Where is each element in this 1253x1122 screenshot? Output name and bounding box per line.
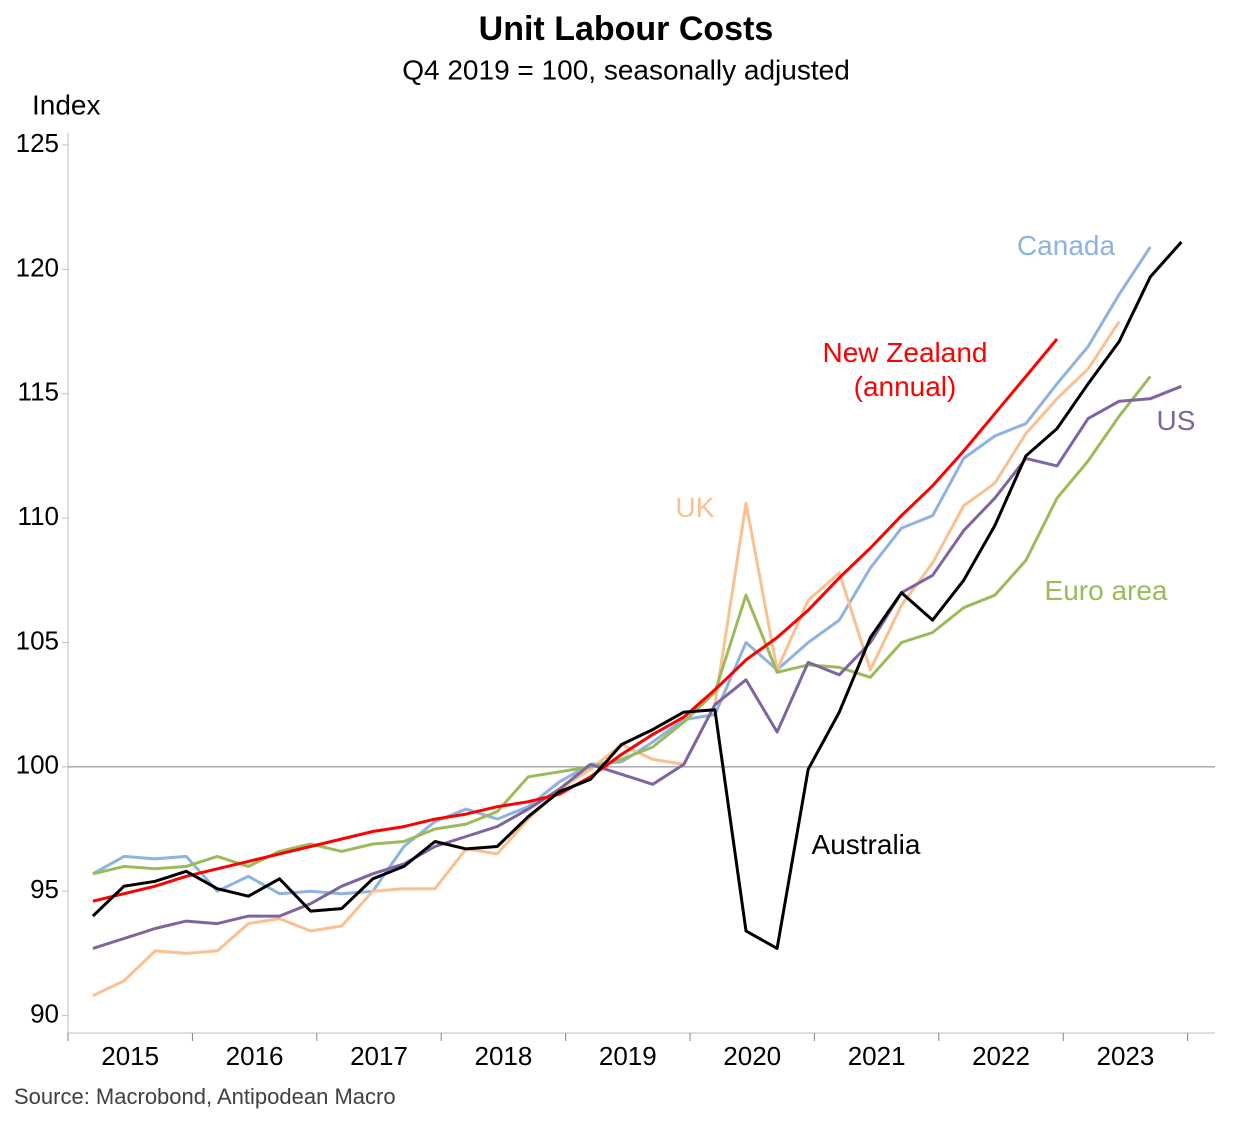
chart-title: Unit Labour Costs — [479, 10, 774, 48]
series-label: Euro area — [1044, 575, 1168, 606]
y-tick-label: 105 — [16, 625, 59, 655]
y-tick-label: 120 — [16, 252, 59, 282]
series-label: Australia — [811, 829, 921, 860]
x-tick-label: 2023 — [1097, 1041, 1155, 1071]
chart-subtitle: Q4 2019 = 100, seasonally adjusted — [402, 54, 850, 85]
y-axis-label: Index — [32, 89, 101, 120]
x-tick-label: 2015 — [101, 1041, 159, 1071]
y-tick-label: 90 — [30, 998, 59, 1028]
series-line — [92, 384, 1182, 950]
y-tick-label: 125 — [16, 128, 59, 158]
y-tick-label: 115 — [18, 377, 59, 407]
series-label: New Zealand (annual) — [822, 337, 988, 402]
series-line — [91, 241, 1183, 950]
series-label: UK — [675, 492, 715, 523]
series-label: Canada — [1016, 230, 1116, 261]
series-line — [92, 246, 1152, 896]
x-tick-label: 2020 — [723, 1041, 781, 1071]
series-line — [92, 338, 1059, 903]
x-tick-label: 2022 — [972, 1041, 1030, 1071]
x-tick-label: 2019 — [599, 1041, 657, 1071]
y-tick-label: 110 — [18, 501, 59, 531]
series-line — [92, 320, 1121, 998]
x-tick-label: 2016 — [226, 1041, 284, 1071]
x-tick-label: 2018 — [474, 1041, 532, 1071]
series-line — [92, 375, 1152, 876]
x-tick-label: 2021 — [848, 1041, 906, 1071]
y-tick-label: 95 — [30, 874, 59, 904]
source: Source: Macrobond, Antipodean Macro — [14, 1084, 396, 1109]
x-tick-label: 2017 — [350, 1041, 408, 1071]
y-tick-label: 100 — [16, 750, 59, 780]
series-label: US — [1156, 405, 1196, 436]
